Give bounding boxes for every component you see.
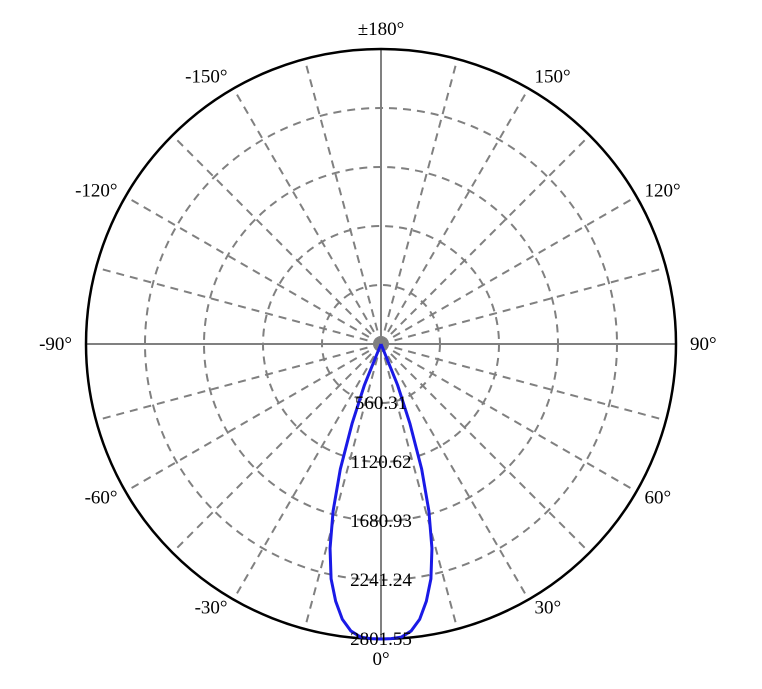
angle-label: 150° bbox=[535, 67, 571, 88]
angle-label: 30° bbox=[535, 597, 562, 618]
angle-label: -120° bbox=[75, 181, 117, 202]
angle-label: -90° bbox=[39, 334, 72, 355]
angle-label: 90° bbox=[690, 334, 717, 355]
radial-tick-label: 1680.93 bbox=[350, 511, 412, 532]
angle-label: -60° bbox=[85, 488, 118, 509]
angle-label: ±180° bbox=[358, 19, 405, 40]
angle-label: 120° bbox=[644, 181, 680, 202]
angle-label: -30° bbox=[195, 597, 228, 618]
angle-label: 0° bbox=[372, 649, 389, 670]
polar-chart: 560.31 1120.62 1680.93 2241.24 2801.55 ±180° 1… bbox=[0, 0, 762, 689]
radial-tick-label: 1120.62 bbox=[350, 452, 411, 473]
angle-label: -150° bbox=[185, 67, 227, 88]
radial-tick-label: 560.31 bbox=[355, 393, 407, 414]
radial-tick-label: 2801.55 bbox=[350, 629, 412, 650]
angle-label: 60° bbox=[644, 488, 671, 509]
radial-tick-label: 2241.24 bbox=[350, 570, 412, 591]
